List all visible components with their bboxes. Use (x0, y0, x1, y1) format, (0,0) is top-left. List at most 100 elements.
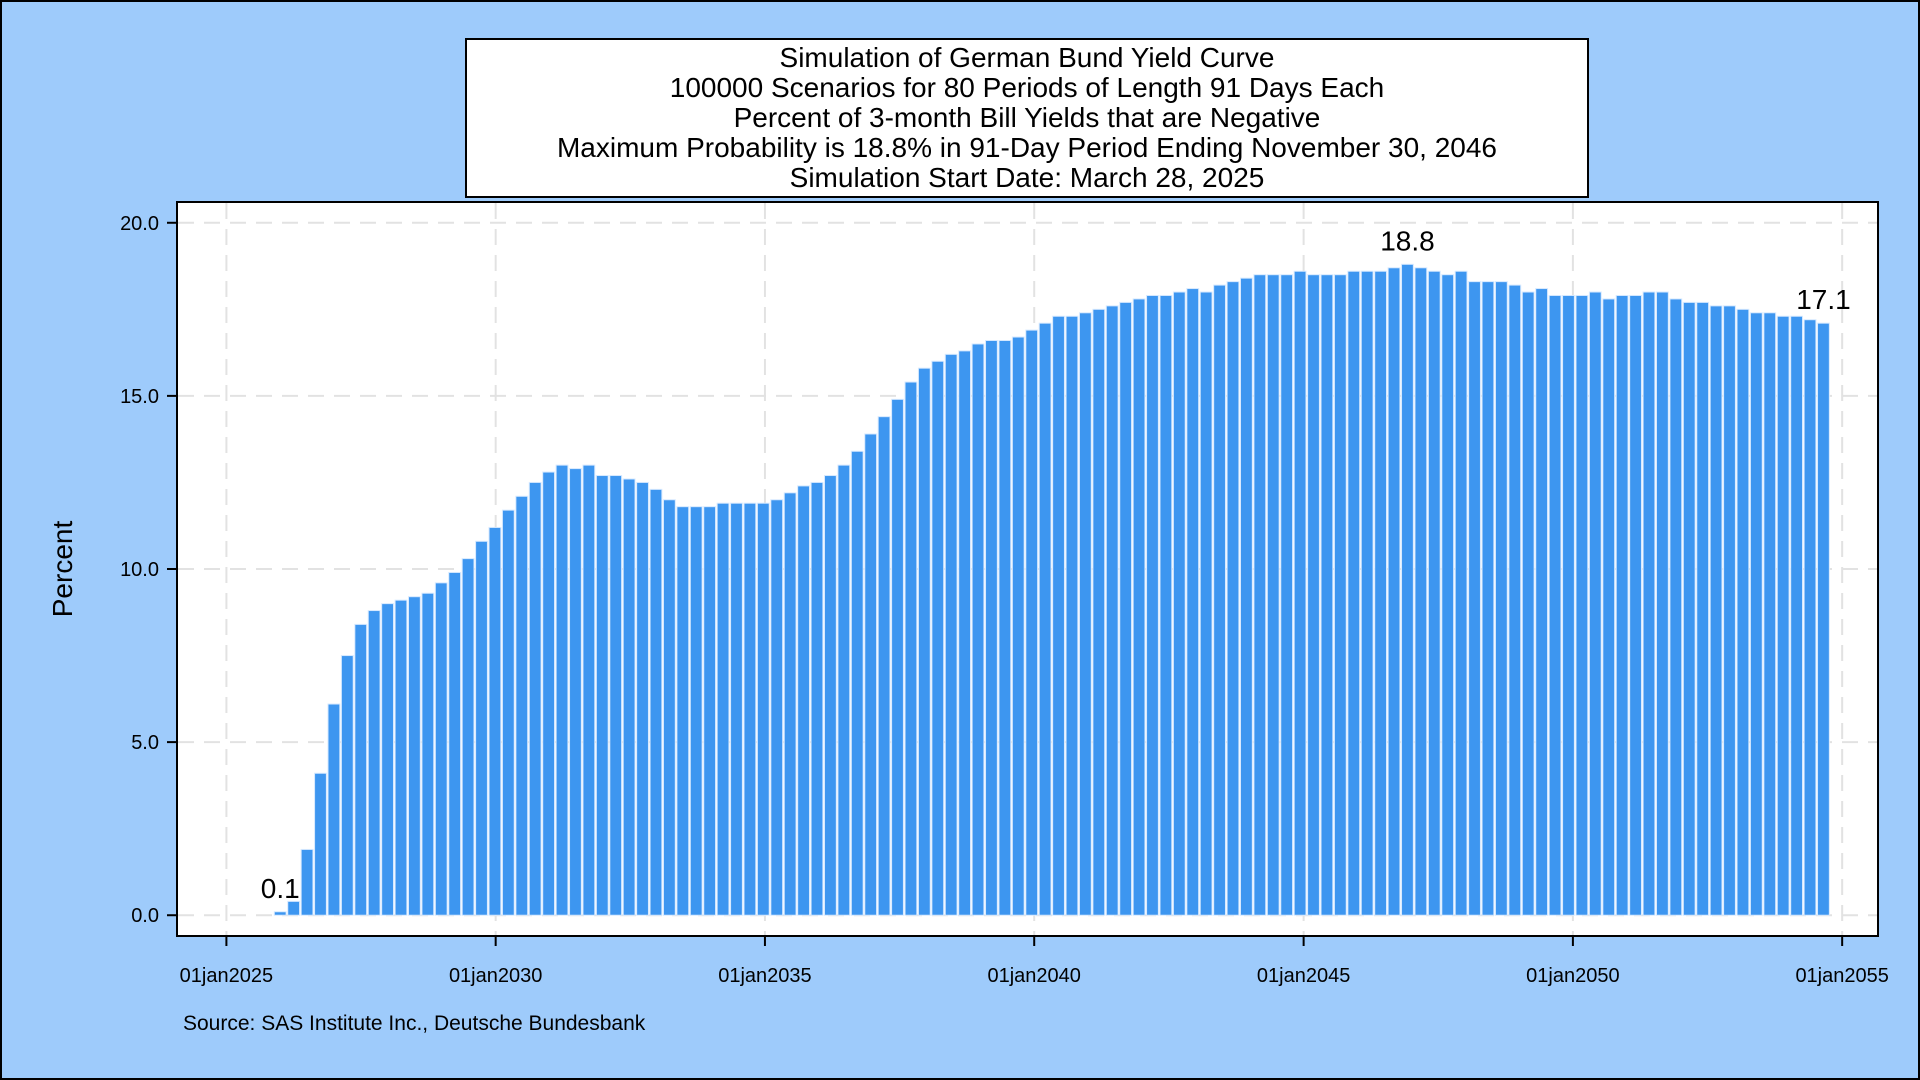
title-line-5: Simulation Start Date: March 28, 2025 (789, 162, 1265, 193)
bar (1078, 312, 1092, 916)
bar (864, 433, 878, 916)
bar (1817, 322, 1830, 916)
x-tick-label: 01jan2035 (718, 965, 811, 987)
bar (1347, 270, 1361, 916)
bar (1776, 315, 1790, 916)
title-line-3: Percent of 3-month Bill Yields that are … (733, 102, 1321, 133)
bar (1749, 312, 1763, 916)
bar (636, 481, 649, 916)
y-tick-label: 5.0 (131, 732, 159, 754)
bar (1199, 291, 1213, 916)
bar (716, 502, 730, 916)
bar (1333, 274, 1347, 916)
bar (367, 610, 381, 916)
bar (501, 509, 515, 916)
bar (837, 464, 851, 916)
x-tick-label: 01jan2030 (449, 965, 542, 987)
bar (314, 772, 327, 916)
bar (569, 468, 582, 916)
bar (797, 485, 810, 916)
bar (327, 703, 341, 916)
bar (1159, 294, 1173, 916)
bar (1052, 315, 1065, 916)
bar (703, 506, 717, 916)
y-tick-label: 15.0 (120, 386, 159, 408)
bar (1401, 263, 1414, 916)
bar (1119, 301, 1133, 916)
bar (917, 367, 931, 916)
bar (1736, 308, 1750, 916)
bar (1011, 336, 1025, 916)
bar (528, 481, 542, 916)
bar (582, 464, 596, 916)
bar (1602, 298, 1616, 916)
bar (1629, 294, 1642, 916)
bar (542, 471, 556, 916)
bar (676, 506, 690, 916)
bar (1615, 294, 1629, 916)
bar (649, 488, 663, 916)
title-line-4: Maximum Probability is 18.8% in 91-Day P… (556, 132, 1498, 163)
bar (1763, 312, 1777, 916)
bar (944, 353, 958, 916)
bar (1132, 298, 1146, 916)
bar (783, 492, 797, 916)
bar (810, 481, 824, 916)
bar (1642, 291, 1656, 916)
bar (408, 596, 421, 916)
bar (1562, 294, 1575, 916)
axes: 0.0 5.0 10.0 15.0 20.0 01jan2025 01jan2030 01ja… (120, 213, 1889, 987)
bar (1320, 274, 1334, 916)
bar (1535, 288, 1549, 916)
bar (622, 478, 636, 916)
bar (1213, 284, 1226, 916)
bar (1803, 319, 1817, 916)
bar (1575, 294, 1589, 916)
source-note: Source: SAS Institute Inc., Deutsche Bun… (183, 1012, 646, 1035)
bar (515, 495, 529, 916)
bar (770, 499, 784, 916)
data-label: 18.8 (1380, 225, 1435, 256)
bar (1548, 294, 1562, 916)
bar (1454, 270, 1468, 916)
bar (985, 339, 998, 916)
bar (958, 350, 972, 916)
bar (1092, 308, 1106, 916)
bar (1105, 305, 1119, 916)
x-tick-label: 01jan2040 (987, 965, 1080, 987)
bar (1360, 270, 1374, 916)
bar (1427, 270, 1441, 916)
bar (1186, 288, 1200, 916)
bar (1682, 301, 1696, 916)
bar (1508, 284, 1522, 916)
bar (555, 464, 569, 916)
bar (1709, 305, 1723, 916)
bar (1172, 291, 1186, 916)
bar (1655, 291, 1669, 916)
bar (1266, 274, 1280, 916)
bar (1226, 281, 1240, 916)
bar (421, 592, 435, 916)
data-label: 0.1 (261, 873, 300, 904)
bar (730, 502, 743, 916)
bar (998, 339, 1012, 916)
x-tick-label: 01jan2025 (180, 965, 273, 987)
y-axis-label: Percent (47, 521, 78, 618)
bar (904, 381, 918, 916)
bar (1494, 281, 1508, 916)
bar (1790, 315, 1804, 916)
bar (1146, 294, 1159, 916)
bar (287, 900, 301, 916)
y-tick-label: 20.0 (120, 213, 159, 235)
bar (394, 599, 408, 916)
bar (662, 499, 676, 916)
bar (1240, 277, 1253, 916)
bar (1065, 315, 1079, 916)
bar (971, 343, 985, 916)
title-line-2: 100000 Scenarios for 80 Periods of Lengt… (669, 72, 1385, 103)
bar (824, 475, 837, 916)
bar (1723, 305, 1736, 916)
bar (1374, 270, 1388, 916)
bar (448, 571, 462, 916)
